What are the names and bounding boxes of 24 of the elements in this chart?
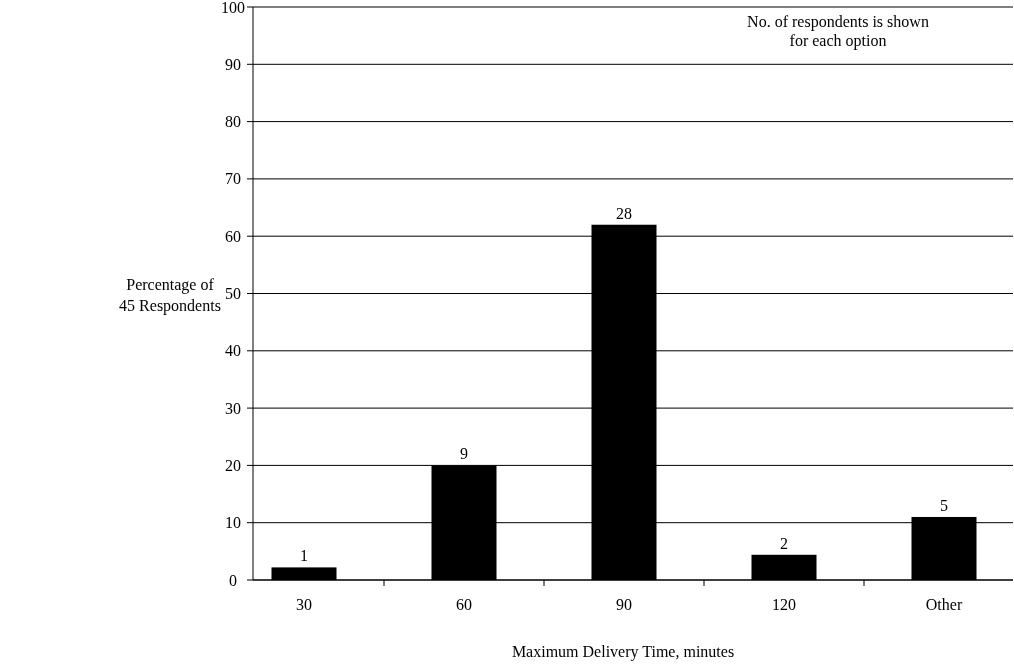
annotation: No. of respondents is shown for each option <box>747 13 929 50</box>
y-tick-label: 30 <box>225 399 241 417</box>
x-tick-label: 90 <box>616 596 632 613</box>
y-tick-label: 50 <box>225 285 241 302</box>
annotation: 28 <box>616 204 632 222</box>
y-tick-label: 40 <box>225 342 241 360</box>
x-tick-label: 60 <box>456 596 472 613</box>
annotation: 9 <box>460 445 468 463</box>
y-axis-title: Percentage of 45 Respondents <box>119 276 221 315</box>
x-tick-label: 120 <box>772 596 796 613</box>
y-tick-label: 70 <box>225 170 241 188</box>
y-tick-label: 0 <box>229 571 237 589</box>
x-axis-title: Maximum Delivery Time, minutes <box>511 643 735 661</box>
x-tick-label: 30 <box>296 596 312 613</box>
x-tick-label: Other <box>925 596 963 613</box>
y-tick-label: 60 <box>225 227 241 245</box>
y-tick-label: 80 <box>225 113 241 131</box>
y-tick-label: 10 <box>225 514 241 532</box>
y-tick-label: 100 <box>221 0 245 16</box>
annotation: 1 <box>300 547 308 565</box>
y-tick-label: 20 <box>225 456 241 474</box>
annotation: 2 <box>780 534 788 552</box>
annotation: 5 <box>940 496 948 514</box>
y-tick-label: 90 <box>225 55 241 73</box>
